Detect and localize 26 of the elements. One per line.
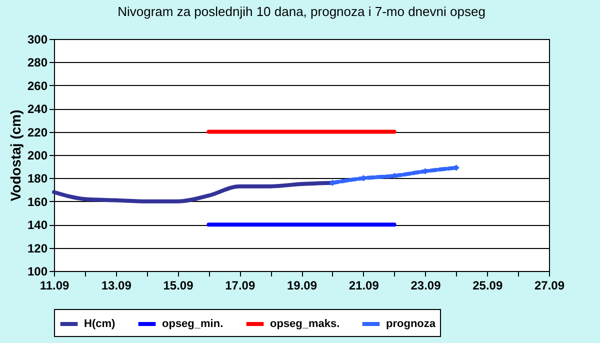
x-tick-label: 23.09	[410, 278, 442, 292]
x-tick-label: 19.09	[286, 278, 318, 292]
y-axis-title: Vodostaj (cm)	[7, 110, 24, 202]
y-tick-label: 100	[27, 264, 48, 278]
y-tick-label: 260	[27, 78, 48, 93]
y-tick-label: 160	[27, 194, 48, 209]
x-tick-label: 17.09	[225, 278, 256, 292]
legend-label: opseg_maks.	[270, 318, 340, 330]
x-tick-label: 15.09	[163, 278, 194, 292]
y-tick-label: 300	[27, 32, 48, 46]
legend-label: H(cm)	[84, 318, 116, 330]
legend-label: opseg_min.	[162, 318, 224, 330]
x-tick-label: 21.09	[348, 278, 380, 292]
legend-label: prognoza	[386, 318, 436, 330]
x-tick-label: 11.09	[40, 278, 70, 292]
y-tick-label: 120	[27, 241, 48, 256]
y-tick-label: 280	[27, 56, 48, 70]
y-tick-label: 200	[27, 148, 48, 162]
y-tick-label: 240	[27, 102, 48, 116]
x-tick-label: 25.09	[472, 278, 503, 292]
y-tick-label: 180	[27, 172, 48, 186]
x-tick-label: 27.09	[534, 278, 565, 292]
y-tick-label: 220	[27, 125, 48, 140]
x-tick-label: 13.09	[101, 278, 132, 292]
y-tick-label: 140	[27, 218, 48, 232]
chart-title: Nivogram za poslednjih 10 dana, prognoza i 7-mo dnevni opseg	[118, 4, 486, 19]
